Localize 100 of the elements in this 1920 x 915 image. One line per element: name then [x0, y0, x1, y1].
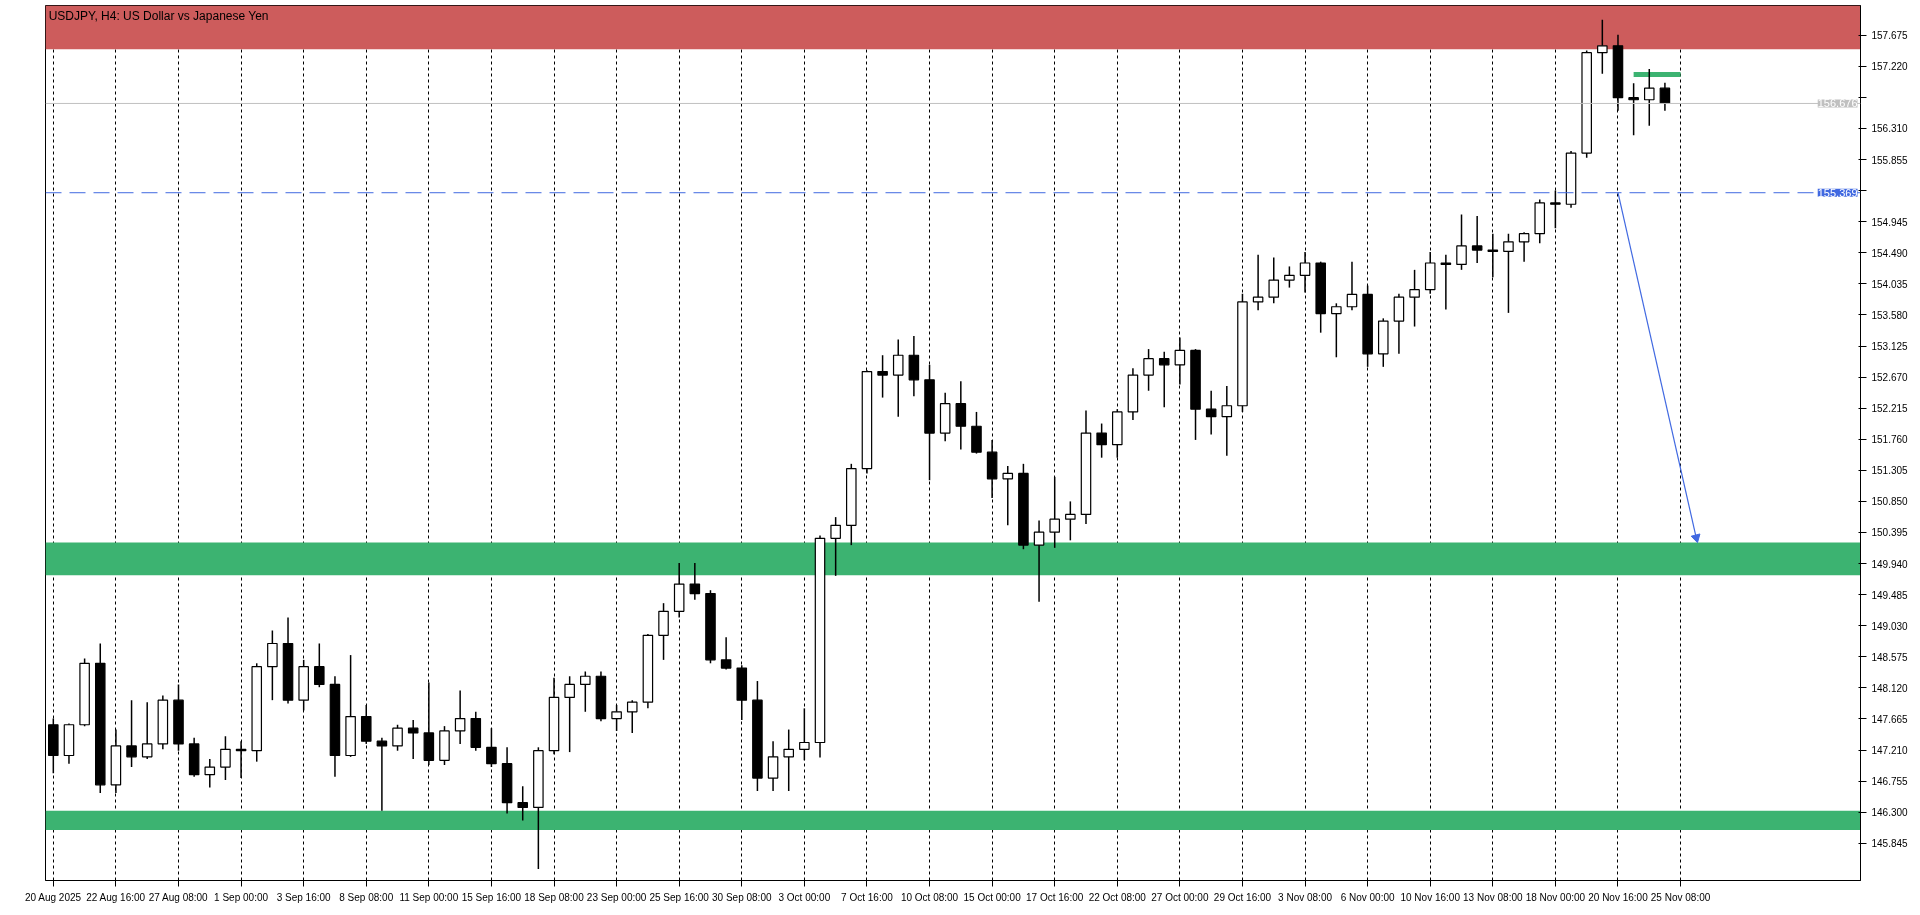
x-tick-label: 25 Sep 16:00: [649, 891, 710, 903]
x-tick-label: 25 Nov 08:00: [1650, 891, 1711, 903]
y-tick-label: 149.485: [1871, 589, 1909, 601]
x-tick-label: 17 Oct 16:00: [1026, 891, 1084, 903]
x-tick-label: 11 Sep 00:00: [399, 891, 459, 903]
candlestick: [1096, 422, 1107, 459]
candlestick: [1299, 251, 1311, 294]
x-tick-label: 27 Oct 00:00: [1151, 891, 1209, 903]
candlestick: [1393, 293, 1405, 355]
candlestick: [1284, 265, 1295, 289]
x-tick-label: 22 Oct 08:00: [1088, 891, 1147, 903]
x-tick-label: 15 Oct 00:00: [963, 891, 1022, 903]
y-tick-label: 152.215: [1871, 403, 1909, 415]
x-tick-label: 29 Oct 16:00: [1213, 891, 1272, 903]
candlestick: [1503, 232, 1514, 314]
candlestick: [1002, 465, 1014, 527]
x-tick-label: 8 Sep 08:00: [339, 891, 394, 903]
y-tick-label: 151.305: [1871, 465, 1909, 477]
y-tick-label: 152.670: [1871, 372, 1909, 384]
ref-line-label: 156.676: [1817, 97, 1858, 110]
y-tick-label: 156.310: [1871, 123, 1909, 135]
y-tick-label: 146.300: [1871, 807, 1909, 819]
candlestick: [1252, 254, 1264, 311]
candlestick: [204, 758, 216, 789]
candlestick: [407, 719, 419, 760]
x-tick-label: 30 Sep 08:00: [712, 891, 772, 903]
candlestick: [626, 699, 638, 734]
x-tick-label: 10 Nov 16:00: [1400, 891, 1461, 903]
candlestick: [126, 699, 137, 768]
candlestick: [1456, 213, 1467, 271]
y-tick-label: 154.945: [1871, 216, 1909, 228]
candlestick: [877, 354, 888, 399]
candlestick: [1065, 500, 1076, 542]
y-tick-label: 153.580: [1871, 309, 1909, 321]
candlestick: [1628, 82, 1639, 137]
candlestick: [689, 562, 701, 601]
y-tick-label: 155.855: [1871, 154, 1909, 166]
y-tick-label: 147.210: [1871, 745, 1909, 757]
candlestick: [580, 670, 591, 713]
x-tick-label: 15 Sep 16:00: [461, 891, 522, 903]
candlestick: [892, 338, 904, 418]
y-tick-label: 146.755: [1871, 776, 1909, 788]
x-tick-label: 20 Nov 16:00: [1588, 891, 1649, 903]
y-tick-label: 149.940: [1871, 558, 1909, 570]
candlestick: [1597, 19, 1608, 75]
candlestick: [830, 516, 841, 577]
candlestick: [141, 701, 153, 760]
y-tick-label: 150.395: [1871, 527, 1909, 539]
candlestick: [767, 740, 779, 792]
x-tick-label: 1 Sep 00:00: [214, 891, 269, 903]
candlestick: [517, 785, 529, 822]
candlestick: [392, 724, 403, 752]
x-tick-label: 3 Sep 16:00: [276, 891, 332, 903]
candlestick: [1174, 336, 1186, 386]
x-tick-label: 18 Sep 08:00: [524, 891, 585, 903]
x-tick-label: 23 Sep 00:00: [586, 891, 647, 903]
candlestick: [1049, 476, 1060, 549]
candlestick: [1205, 390, 1217, 436]
candlestick: [658, 602, 669, 661]
candlestick: [267, 629, 278, 701]
candlestick: [1550, 189, 1561, 229]
candlestick: [1471, 215, 1483, 264]
candlestick: [1268, 256, 1280, 305]
x-tick-label: 22 Aug 16:00: [86, 891, 146, 903]
x-tick-label: 3 Nov 08:00: [1278, 891, 1333, 903]
candlestick: [220, 735, 231, 781]
candlestick: [1221, 385, 1233, 457]
candlestick: [314, 642, 325, 688]
candlestick: [1143, 348, 1154, 392]
y-tick-label: 154.490: [1871, 247, 1909, 259]
y-tick-label: 150.850: [1871, 496, 1909, 508]
x-tick-label: 27 Aug 08:00: [148, 891, 209, 903]
chart-title: USDJPY, H4: US Dollar vs Japanese Yen: [48, 8, 269, 23]
candlestick: [376, 736, 388, 812]
candlestick: [611, 704, 622, 732]
ref-line-label: 155.369: [1817, 186, 1858, 199]
y-tick-label: 145.845: [1871, 838, 1909, 850]
x-tick-label: 18 Nov 00:00: [1525, 891, 1586, 903]
y-tick-label: 157.220: [1871, 61, 1909, 73]
candlestick: [564, 675, 575, 753]
y-tick-label: 148.575: [1871, 651, 1909, 663]
x-tick-label: 20 Aug 2025: [24, 891, 82, 903]
x-tick-label: 3 Oct 00:00: [778, 891, 831, 903]
candlestick: [955, 380, 967, 451]
x-tick-label: 10 Oct 08:00: [900, 891, 959, 903]
candlestick: [720, 636, 732, 671]
candlestick: [783, 728, 795, 792]
y-tick-label: 147.665: [1871, 713, 1909, 725]
candlestick: [1487, 232, 1499, 279]
y-tick-label: 149.030: [1871, 620, 1909, 632]
candlestick: [1158, 351, 1170, 408]
candlestick: [1346, 260, 1358, 311]
candlestick: [486, 727, 497, 768]
candlestick: [799, 707, 810, 762]
x-tick-label: 6 Nov 00:00: [1340, 891, 1396, 903]
y-tick-label: 157.675: [1871, 30, 1909, 42]
x-tick-label: 7 Oct 16:00: [841, 891, 894, 903]
y-tick-label: 151.760: [1871, 434, 1909, 446]
y-tick-label: 148.120: [1871, 682, 1909, 694]
candlestick: [1518, 231, 1530, 263]
